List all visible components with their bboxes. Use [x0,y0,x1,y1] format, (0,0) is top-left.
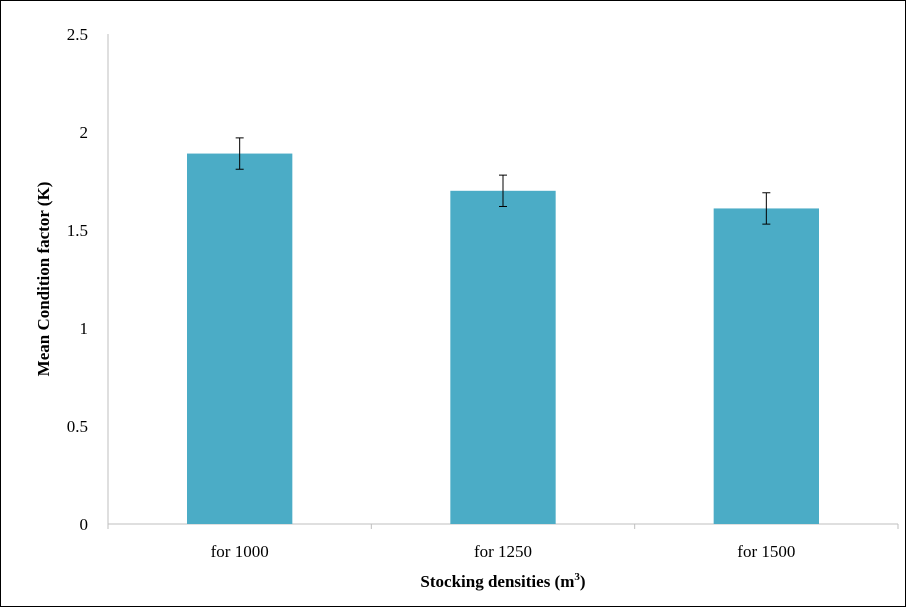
y-tick-label: 1 [80,319,89,338]
error-bars [235,137,771,225]
y-tick-label: 0.5 [67,417,88,436]
x-tick-label: for 1500 [737,542,795,561]
x-axis-title-main: Stocking densities (m [420,572,574,591]
bar [713,208,819,524]
y-tick-label: 1.5 [67,221,88,240]
x-axis: for 1000 for 1250 for 1500 [107,523,899,561]
y-axis-title: Mean Condition factor (K) [34,182,53,377]
x-axis-title: Stocking densities (m3) [420,571,585,591]
y-axis: 0 0.5 1 1.5 2 2.5 [67,25,109,534]
x-axis-title-superscript: 3 [574,571,580,583]
bars [187,153,819,525]
x-axis-title-end: ) [580,572,586,591]
bar [450,190,556,525]
bar [187,153,293,524]
y-tick-label: 0 [80,515,89,534]
y-tick-label: 2.5 [67,25,88,44]
x-tick-label: for 1000 [211,542,269,561]
y-tick-label: 2 [80,123,89,142]
x-tick-label: for 1250 [474,542,532,561]
